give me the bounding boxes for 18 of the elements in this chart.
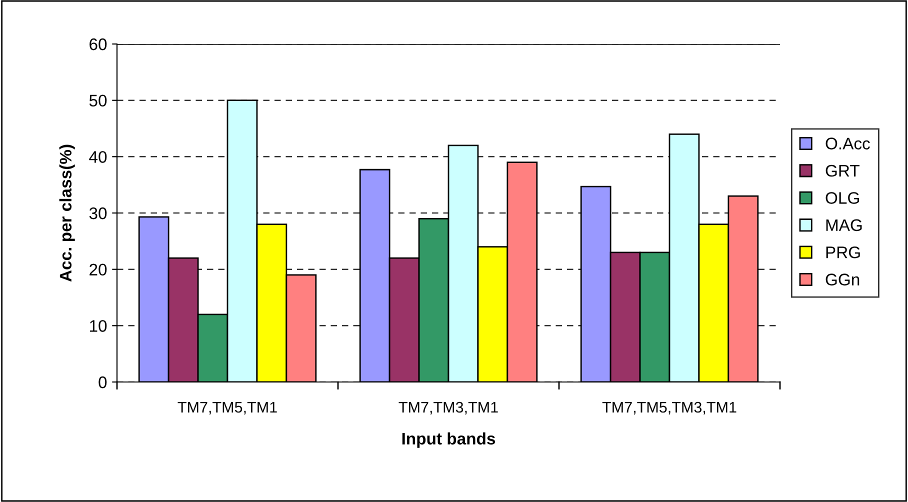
legend-label: PRG (826, 246, 860, 258)
legend-label: O.Acc (826, 138, 870, 150)
x-tick-label: TM7,TM5,TM3,TM1 (602, 402, 736, 414)
x-tick-label: TM7,TM3,TM1 (398, 402, 498, 414)
legend-label: GRT (826, 164, 860, 177)
legend-label: GGn (826, 274, 860, 286)
y-tick-label: 50 (89, 94, 107, 107)
y-tick-label: 20 (90, 264, 107, 276)
y-axis-title: Acc. per class(%) (59, 144, 75, 282)
x-axis-title: Input bands (402, 432, 496, 448)
x-tick-label: TM7,TM5,TM1 (178, 402, 277, 414)
y-tick-label: 10 (90, 320, 107, 332)
legend-label: OLG (826, 192, 859, 204)
y-tick-label: 60 (90, 38, 107, 50)
y-tick-label: 30 (89, 207, 107, 220)
legend-label: MAG (826, 219, 862, 232)
y-tick-label: 0 (98, 376, 107, 388)
y-tick-label: 40 (89, 151, 107, 163)
